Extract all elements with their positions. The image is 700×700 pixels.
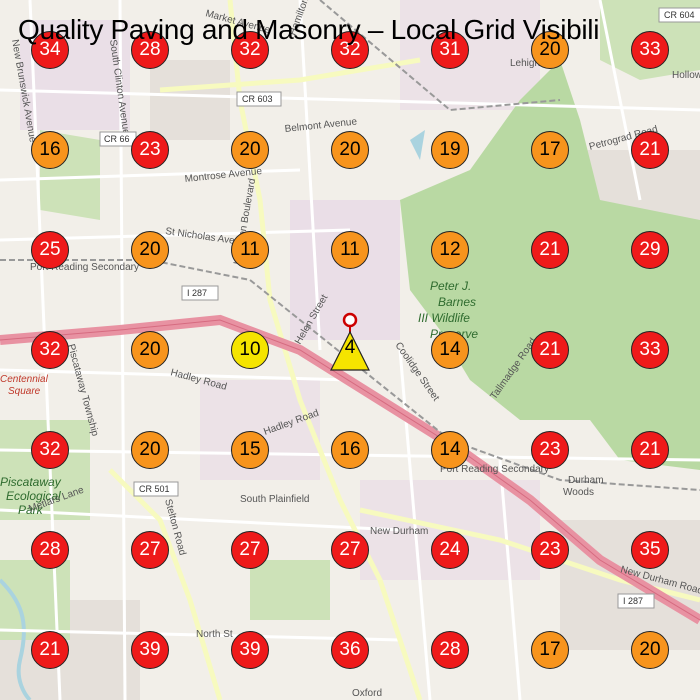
place-label-lehigh: Lehigh [510,58,540,69]
grid-rank-marker[interactable]: 32 [331,31,369,69]
grid-rank-marker[interactable]: 20 [531,31,569,69]
place-label-new-durham: New Durham [370,526,428,537]
grid-rank-marker[interactable]: 23 [531,531,569,569]
shield-cr66: CR 66 [99,131,137,147]
grid-rank-marker[interactable]: 39 [131,631,169,669]
street-label-port-reading: Port Reading Secondary [30,262,139,273]
shield-cr501: CR 501 [133,481,179,497]
street-label-north-st: North St [196,629,233,640]
grid-rank-marker[interactable]: 21 [631,131,669,169]
park-label-line3: III Wildlife [418,311,470,325]
business-rank-label: 4 [344,337,356,358]
grid-rank-marker[interactable]: 28 [431,631,469,669]
park-label-line2: Barnes [438,295,476,309]
grid-rank-marker[interactable]: 23 [531,431,569,469]
grid-rank-marker[interactable]: 14 [431,331,469,369]
grid-rank-marker[interactable]: 27 [231,531,269,569]
grid-rank-marker[interactable]: 20 [231,131,269,169]
grid-rank-marker[interactable]: 20 [131,431,169,469]
grid-rank-marker[interactable]: 23 [131,131,169,169]
business-location-pin-icon[interactable] [329,312,371,374]
grid-rank-marker[interactable]: 29 [631,231,669,269]
shield-cr604-label: CR 604 [664,10,695,20]
grid-rank-marker[interactable]: 16 [31,131,69,169]
place-label-centennial-2: Square [8,386,41,397]
shield-i287: I 287 [181,285,219,301]
park-label-line1: Peter J. [430,279,471,293]
grid-rank-marker[interactable]: 20 [131,231,169,269]
grid-rank-marker[interactable]: 34 [31,31,69,69]
street-label-port-reading-2: Port Reading Secondary [440,464,549,475]
shield-cr603-label: CR 603 [242,94,273,104]
grid-rank-marker[interactable]: 11 [231,231,269,269]
grid-rank-marker[interactable]: 33 [631,331,669,369]
place-label-hollow: Hollow [672,70,700,81]
park-label-eco-3: Park [18,503,44,517]
grid-rank-marker[interactable]: 31 [431,31,469,69]
grid-rank-marker[interactable]: 25 [31,231,69,269]
shield-i287-label: I 287 [187,288,207,298]
grid-rank-marker[interactable]: 21 [31,631,69,669]
shield-cr603: CR 603 [236,91,282,107]
grid-rank-marker[interactable]: 20 [331,131,369,169]
park-label-eco-2: Ecological [6,489,61,503]
grid-rank-marker[interactable]: 20 [631,631,669,669]
grid-rank-marker[interactable]: 27 [331,531,369,569]
grid-rank-marker[interactable]: 12 [431,231,469,269]
grid-rank-marker[interactable]: 20 [131,331,169,369]
park-label-eco-1: Piscataway [0,475,62,489]
grid-rank-marker[interactable]: 32 [31,331,69,369]
grid-rank-marker[interactable]: 16 [331,431,369,469]
shield-i287-2: I 287 [617,593,655,609]
grid-rank-marker[interactable]: 21 [531,231,569,269]
grid-rank-marker[interactable]: 28 [31,531,69,569]
grid-rank-marker[interactable]: 27 [131,531,169,569]
grid-rank-marker[interactable]: 21 [531,331,569,369]
grid-rank-marker[interactable]: 10 [231,331,269,369]
place-label-durham-2: Woods [563,487,594,498]
place-label-south-plainfield: South Plainfield [240,494,310,505]
grid-rank-marker[interactable]: 36 [331,631,369,669]
place-label-oxford: Oxford [352,688,382,699]
grid-rank-marker[interactable]: 39 [231,631,269,669]
grid-rank-marker[interactable]: 19 [431,131,469,169]
grid-rank-marker[interactable]: 35 [631,531,669,569]
grid-rank-marker[interactable]: 32 [31,431,69,469]
grid-rank-marker[interactable]: 28 [131,31,169,69]
place-label-durham-1: Durham [568,475,604,486]
grid-rank-marker[interactable]: 17 [531,131,569,169]
map-title: Quality Paving and Masonry – Local Grid … [18,14,600,45]
grid-rank-marker[interactable]: 14 [431,431,469,469]
place-label-centennial-1: Centennial [0,374,49,385]
shield-cr501-label: CR 501 [139,484,170,494]
grid-rank-marker[interactable]: 33 [631,31,669,69]
shield-i287-2-label: I 287 [623,596,643,606]
grid-rank-marker[interactable]: 24 [431,531,469,569]
grid-rank-marker[interactable]: 21 [631,431,669,469]
shield-cr66-label: CR 66 [104,134,130,144]
grid-rank-marker[interactable]: 15 [231,431,269,469]
grid-rank-marker[interactable]: 32 [231,31,269,69]
grid-rank-marker[interactable]: 17 [531,631,569,669]
grid-rank-marker[interactable]: 11 [331,231,369,269]
shield-cr604: CR 604 [658,7,700,23]
